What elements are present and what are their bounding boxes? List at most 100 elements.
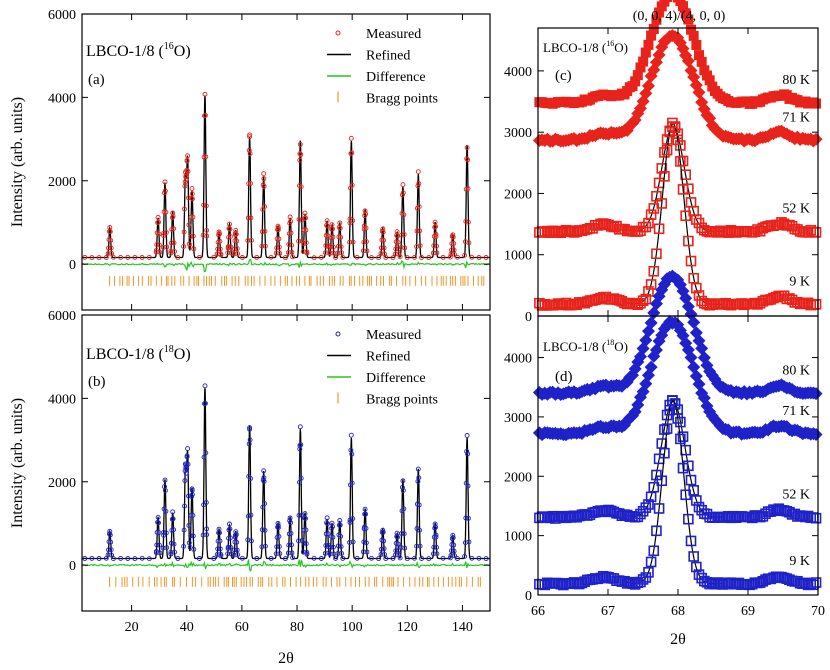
measured-point <box>164 244 170 250</box>
data-point <box>738 299 750 311</box>
measured-point <box>449 247 454 253</box>
data-point <box>695 341 709 355</box>
measured-point <box>288 530 294 536</box>
measured-point <box>376 556 382 562</box>
measured-point <box>181 543 187 549</box>
measured-point <box>162 488 168 493</box>
data-point <box>643 39 654 50</box>
measured-point <box>349 182 355 188</box>
measured-point <box>327 250 333 256</box>
measured-point <box>340 555 346 561</box>
data-point <box>576 577 588 589</box>
x-tick-label-140: 140 <box>452 620 473 635</box>
data-point <box>714 225 726 237</box>
measured-point <box>414 228 420 234</box>
measured-point <box>171 527 177 533</box>
data-point <box>646 30 657 41</box>
data-point <box>555 578 566 590</box>
measured-point <box>225 245 231 251</box>
measured-point <box>335 250 341 256</box>
measured-point <box>259 229 265 235</box>
data-point <box>605 505 617 517</box>
measured-point <box>451 241 457 246</box>
measured-point <box>431 544 437 550</box>
data-point <box>744 511 755 523</box>
y-tick-label-6000: 6000 <box>48 8 76 23</box>
measured-point <box>297 157 303 163</box>
measured-point <box>465 157 471 163</box>
measured-point <box>218 553 224 559</box>
measured-point <box>262 527 268 533</box>
data-point <box>555 227 566 239</box>
data-point <box>619 297 630 309</box>
measured-point <box>184 453 190 459</box>
data-point <box>592 220 604 231</box>
measured-point <box>466 240 472 246</box>
data-point <box>752 224 763 235</box>
data-point <box>699 297 710 309</box>
data-point <box>659 171 670 182</box>
data-point <box>693 569 705 580</box>
measured-point <box>364 248 370 254</box>
data-point <box>542 225 553 237</box>
data-point <box>701 508 713 520</box>
data-point <box>749 226 761 238</box>
panel-b-plot-area <box>81 383 490 587</box>
data-point <box>603 219 614 231</box>
data-point <box>579 576 590 587</box>
data-point <box>640 47 651 58</box>
measured-point <box>395 239 401 245</box>
data-point <box>709 512 721 524</box>
legend-label-bragg: Bragg points <box>366 393 438 408</box>
data-point <box>659 0 670 7</box>
panel-b-frame <box>81 314 491 612</box>
data-point <box>621 578 633 589</box>
measured-point <box>289 542 294 548</box>
data-point <box>810 577 822 588</box>
measured-point <box>203 154 209 160</box>
measured-point <box>378 250 384 256</box>
x-tick-label-60: 60 <box>235 620 249 635</box>
measured-point <box>217 538 223 544</box>
legend-measured-marker <box>335 331 341 337</box>
y-tick-label-2000: 2000 <box>504 470 532 485</box>
measured-point <box>171 226 177 232</box>
data-point <box>645 279 657 290</box>
data-point <box>696 56 707 67</box>
measured-point <box>89 555 95 561</box>
measured-point <box>463 515 469 521</box>
measured-point <box>154 542 160 548</box>
difference-line <box>81 559 490 572</box>
data-point <box>784 574 795 586</box>
data-point <box>566 225 577 236</box>
data-point <box>684 351 698 365</box>
data-point <box>688 272 699 284</box>
measured-point <box>338 544 344 550</box>
data-point <box>809 132 823 146</box>
measured-point <box>433 234 439 240</box>
measured-point <box>381 546 387 552</box>
measured-point <box>156 219 161 225</box>
data-point <box>669 122 681 134</box>
measured-point <box>361 539 367 545</box>
data-point <box>754 297 766 309</box>
measured-point <box>290 254 296 260</box>
measured-point <box>401 232 407 237</box>
measured-point <box>433 534 439 540</box>
measured-point <box>400 190 406 196</box>
measured-point <box>247 134 253 140</box>
measured-point <box>232 539 238 545</box>
measured-point <box>448 552 454 558</box>
measured-point <box>363 511 369 517</box>
measured-point <box>154 242 160 248</box>
measured-point <box>301 241 307 247</box>
measured-point <box>185 461 191 467</box>
data-point <box>792 575 803 587</box>
panel-d: 80 K 71 K 52 K 9 K 0 1000 2000 3000 4000 66 67 68 6… <box>504 269 825 619</box>
measured-point <box>285 249 291 255</box>
data-point <box>699 575 710 587</box>
measured-point <box>462 252 468 258</box>
data-point <box>680 8 691 19</box>
y-tick-label-2000: 2000 <box>48 476 76 491</box>
